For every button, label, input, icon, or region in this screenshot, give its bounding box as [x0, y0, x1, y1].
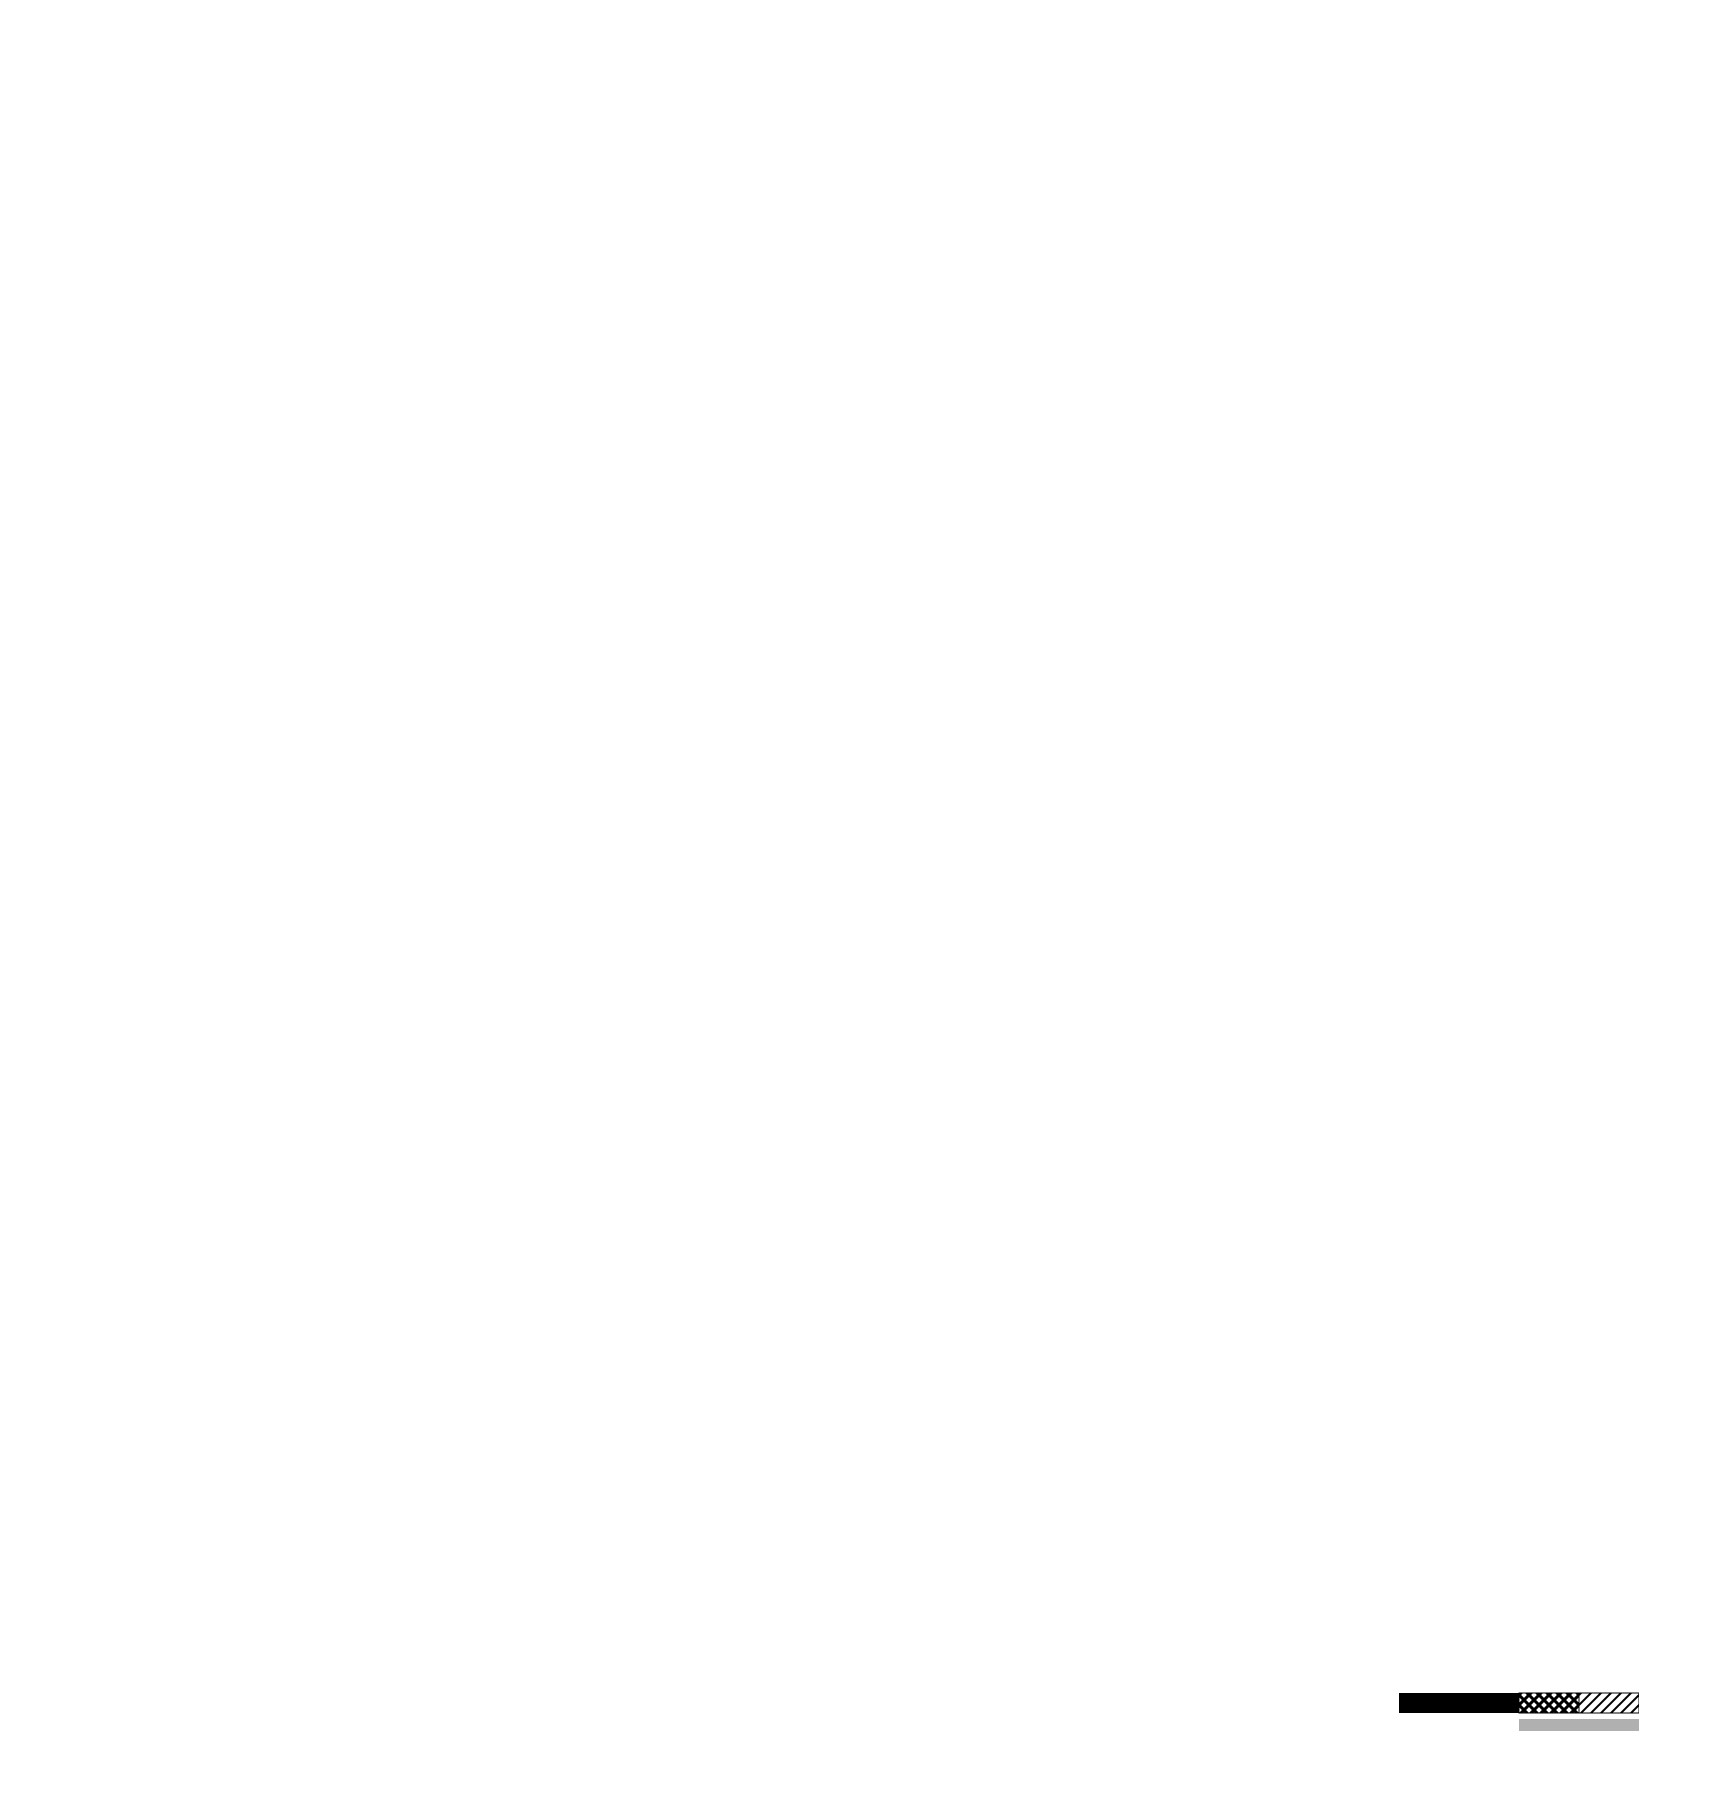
- page: [0, 0, 1709, 1814]
- legend-swatch: [1279, 1685, 1639, 1735]
- chart-area: [60, 54, 1649, 1614]
- titles: [0, 0, 1709, 24]
- legend: [1279, 1685, 1639, 1744]
